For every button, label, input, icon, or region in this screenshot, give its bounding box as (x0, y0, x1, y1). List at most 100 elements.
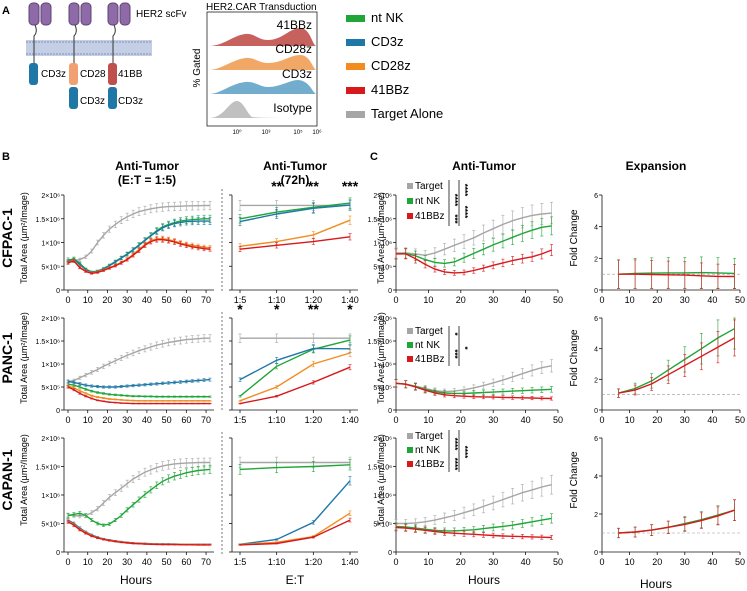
x-tick-label: 40 (521, 415, 531, 425)
y-tick-label: 0 (388, 288, 392, 295)
histogram-tick: 10⁶ (312, 129, 322, 136)
y-tick-label: 5×10⁵ (41, 385, 60, 392)
x-tick-label: 40 (142, 557, 152, 567)
y-tick-label: 0 (388, 408, 392, 415)
x-tick-label: 30 (488, 557, 498, 567)
scfv-label: HER2 scFv (136, 9, 187, 20)
c-legend-ntnk: nt NK (415, 340, 440, 351)
y-tick-label: 2×10⁶ (373, 316, 392, 323)
x-tick-label: 20 (456, 557, 466, 567)
c-legend-ntnk: nt NK (415, 445, 440, 456)
series-line-nt-nk (67, 468, 211, 526)
x-tick-label: 1:10 (268, 295, 286, 305)
y-tick-label: 2×10⁶ (41, 436, 60, 443)
x-tick-label: 0 (65, 557, 70, 567)
y-tick-label: 1×10⁶ (373, 493, 392, 500)
series-line-41bbz (618, 509, 735, 534)
series-line-41bbz (395, 382, 552, 400)
y-tick-label: 1×10⁶ (41, 493, 60, 500)
y-tick-label: 1.5×10⁶ (368, 217, 393, 224)
histogram-tick: 10³ (262, 130, 271, 136)
histogram-ylabel: % Gated (192, 49, 203, 88)
x-tick-label: 20 (456, 295, 466, 305)
x-tick-label: 1:20 (305, 557, 323, 567)
y-tick-label: 2×10⁶ (373, 193, 392, 200)
x-tick-label: 30 (680, 415, 690, 425)
x-tick-label: 1:5 (234, 415, 247, 425)
series-line-41bbz (239, 366, 351, 405)
significance-label: ** (308, 178, 319, 194)
y-tick-label: 0 (56, 408, 60, 415)
c-legend-target: Target (415, 181, 443, 192)
y-tick-label: 1.5×10⁶ (368, 465, 393, 472)
y-tick-label: 0 (594, 288, 598, 295)
x-tick-label: 0 (65, 295, 70, 305)
c-legend-41bbz: 41BBz (415, 459, 444, 470)
x-tick-label: 0 (599, 415, 604, 425)
series-line-41bbz (618, 273, 735, 278)
x-tick-label: 70 (201, 295, 211, 305)
x-tick-label: 10 (83, 557, 93, 567)
y-tick-label: 4 (594, 474, 598, 481)
y-tick-label: 6 (594, 436, 598, 443)
significance-label: * (347, 301, 353, 317)
series-line-nt-nk (618, 328, 735, 394)
x-tick-label: 50 (735, 557, 745, 567)
cd3z-domain-1 (29, 63, 38, 85)
y-tick-label: 2×10⁶ (41, 316, 60, 323)
y-tick-label: 0 (56, 550, 60, 557)
histogram-isotype (210, 100, 316, 118)
y-tick-label: 4 (594, 347, 598, 354)
c-legend-cfpac: Target nt NK 41BBz **** **** *** **** (407, 180, 469, 226)
series-line-41bbz (618, 337, 735, 394)
x-tick-label: 0 (393, 557, 398, 567)
x-tick-label: 1:40 (341, 557, 359, 567)
series-line-41bbz (67, 239, 211, 275)
series-line-target (396, 212, 552, 257)
y-tick-label: 2×10⁶ (41, 193, 60, 200)
cd3z-domain-3 (108, 87, 117, 109)
legend-label: Target Alone (371, 106, 443, 121)
x-tick-label: 1:20 (305, 295, 323, 305)
y-tick-label: 1×10⁶ (373, 241, 392, 248)
y-tick-label: 6 (594, 193, 598, 200)
c-fold-ylabel: Fold Change (569, 451, 580, 509)
membrane (26, 40, 152, 56)
series-line-cd28z (239, 512, 351, 546)
b-ylabel: Total Area (µm²/Image) (19, 192, 29, 284)
series-line-nt-nk (618, 271, 735, 275)
x-tick-label: 40 (521, 557, 531, 567)
x-tick-label: 30 (680, 557, 690, 567)
series-line-target-alone (67, 204, 211, 262)
histogram-row-41bbz: 41BBz (277, 18, 312, 32)
c-legend-41bbz: 41BBz (415, 211, 444, 222)
legend-swatch (346, 15, 365, 22)
row-label-panc: PANC-1 (0, 332, 15, 383)
x-tick-label: 1:5 (234, 295, 247, 305)
c-col2-title: Expansion (626, 159, 687, 173)
b-xlabel-et: E:T (286, 573, 305, 587)
c-xlabel-hours-fold: Hours (640, 577, 672, 591)
x-tick-label: 10 (423, 295, 433, 305)
panel-label-a: A (2, 5, 10, 17)
x-tick-label: 1:40 (341, 295, 359, 305)
series-line-nt-nk (239, 464, 351, 471)
series-line-41bbz (239, 519, 351, 546)
histogram-tick: 10⁰ (232, 129, 242, 136)
sig-star: **** (450, 194, 459, 207)
histogram-frame (206, 11, 318, 127)
domain-label-cd3z-2: CD3z (80, 96, 105, 107)
y-tick-label: 4 (594, 225, 598, 232)
series-line-nt-nk (239, 202, 351, 220)
x-tick-label: 30 (122, 415, 132, 425)
x-tick-label: 50 (553, 557, 563, 567)
y-tick-label: 0 (388, 550, 392, 557)
y-tick-label: 1×10⁶ (373, 362, 392, 369)
series-line-cd3z (239, 347, 351, 381)
y-tick-label: 2 (594, 256, 598, 263)
b-col2-title: Anti-Tumor (263, 159, 327, 173)
significance-label: * (274, 301, 280, 317)
x-tick-label: 40 (707, 415, 717, 425)
